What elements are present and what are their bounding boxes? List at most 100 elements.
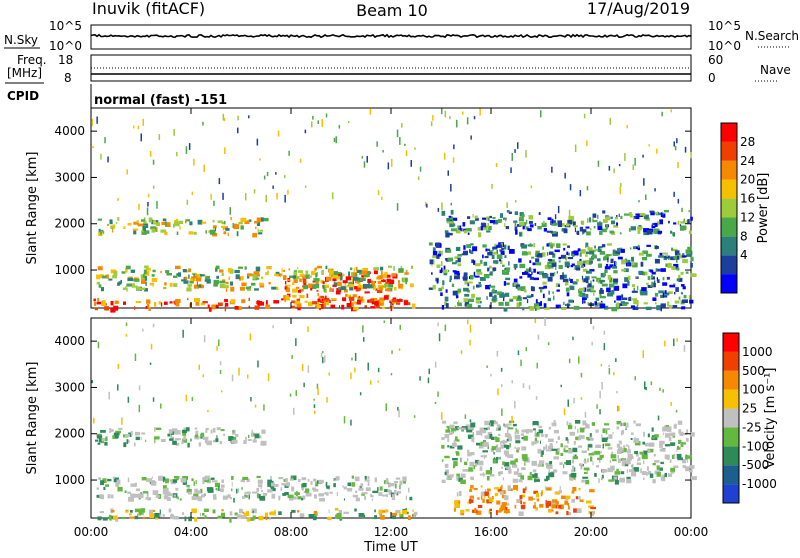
echo-cell: [342, 280, 348, 284]
echo-cell: [492, 288, 495, 293]
echo-cell: [657, 415, 660, 421]
echo-cell: [690, 455, 692, 459]
echo-cell: [255, 226, 257, 229]
echo-cell: [538, 429, 543, 434]
echo-cell: [454, 256, 458, 259]
echo-cell: [620, 430, 623, 436]
echo-cell: [431, 263, 433, 267]
echo-cell: [546, 252, 549, 256]
echo-cell: [633, 287, 635, 292]
echo-cell: [455, 229, 461, 234]
echo-cell: [543, 227, 547, 232]
echo-cell: [333, 281, 336, 284]
echo-cell: [674, 145, 677, 151]
echo-cell: [373, 267, 379, 271]
echo-cell: [533, 505, 537, 509]
echo-cell: [357, 287, 361, 291]
echo-cell: [678, 456, 681, 459]
echo-cell: [282, 493, 287, 496]
echo-cell: [580, 465, 583, 470]
echo-cell: [506, 210, 510, 213]
echo-cell: [549, 251, 554, 255]
echo-cell: [254, 305, 260, 310]
echo-cell: [231, 488, 233, 492]
echo-cell: [399, 484, 401, 490]
echo-cell: [394, 483, 397, 489]
echo-cell: [234, 512, 238, 516]
echo-cell: [259, 282, 264, 286]
echo-cell: [449, 279, 452, 283]
echo-cell: [673, 222, 677, 225]
echo-cell: [657, 279, 660, 283]
echo-cell: [454, 275, 460, 280]
echo-cell: [274, 273, 279, 277]
echo-cell: [571, 263, 575, 266]
echo-cell: [151, 228, 156, 233]
colorbar-swatch: [723, 351, 739, 371]
echo-cell: [194, 434, 198, 438]
echo-cell: [621, 429, 624, 435]
echo-cell: [679, 296, 681, 301]
echo-cell: [441, 412, 443, 420]
echo-cell: [632, 262, 638, 268]
echo-cell: [465, 509, 470, 512]
echo-cell: [228, 436, 234, 441]
echo-cell: [319, 304, 324, 309]
echo-cell: [545, 487, 552, 491]
echo-cell: [380, 299, 385, 303]
echo-cell: [467, 449, 470, 454]
echo-cell: [342, 485, 344, 488]
echo-cell: [247, 273, 253, 277]
echo-cell: [444, 301, 447, 306]
echo-cell: [242, 476, 249, 480]
echo-cell: [287, 279, 291, 282]
echo-cell: [150, 481, 157, 486]
echo-cell: [485, 248, 488, 252]
echo-cell: [381, 510, 386, 513]
echo-cell: [187, 297, 189, 301]
echo-cell: [194, 488, 198, 494]
echo-cell: [478, 232, 482, 238]
echo-cell: [607, 243, 612, 246]
echo-cell: [635, 213, 641, 216]
echo-cell: [666, 252, 668, 257]
echo-cell: [664, 340, 666, 347]
echo-cell: [209, 229, 216, 235]
echo-cell: [320, 279, 324, 284]
echo-cell: [675, 409, 678, 413]
echo-cell: [220, 484, 225, 488]
echo-cell: [671, 247, 674, 251]
echo-cell: [617, 405, 619, 412]
echo-cell: [321, 298, 324, 302]
echo-cell: [620, 215, 623, 219]
echo-cell: [457, 257, 461, 263]
echo-cell: [274, 483, 279, 487]
echo-cell: [388, 483, 395, 487]
echo-cell: [591, 285, 595, 289]
echo-cell: [521, 467, 526, 471]
echo-cell: [531, 271, 533, 275]
echo-cell: [336, 513, 342, 518]
echo-cell: [426, 203, 428, 208]
echo-cell: [579, 463, 583, 466]
echo-cell: [168, 429, 173, 434]
echo-cell: [638, 200, 640, 203]
echo-cell: [683, 345, 686, 352]
echo-cell: [473, 465, 476, 470]
echo-cell: [643, 232, 650, 236]
echo-cell: [329, 288, 332, 292]
echo-cell: [500, 441, 502, 445]
echo-cell: [117, 363, 120, 369]
echo-cell: [608, 479, 615, 482]
echo-cell: [354, 476, 360, 482]
echo-cell: [263, 175, 266, 180]
echo-cell: [469, 249, 471, 253]
echo-cell: [291, 475, 293, 479]
echo-cell: [613, 476, 618, 480]
echo-cell: [467, 458, 469, 462]
echo-cell: [160, 513, 162, 518]
echo-cell: [507, 485, 511, 491]
echo-cell: [532, 474, 535, 478]
echo-cell: [329, 491, 333, 494]
echo-cell: [284, 299, 286, 302]
